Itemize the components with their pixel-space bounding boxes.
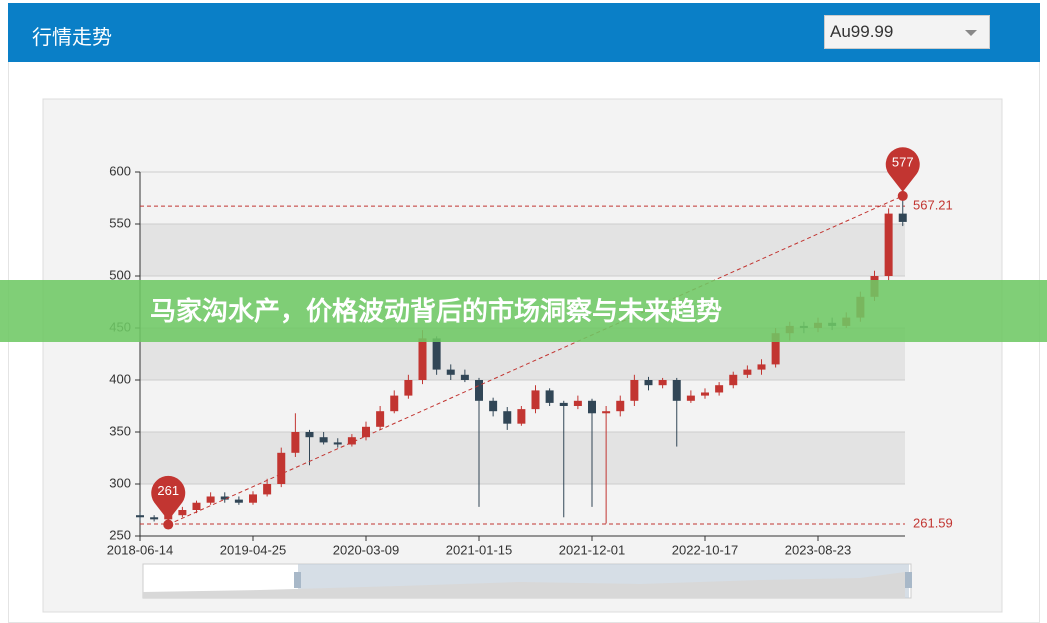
mark-line-label: 567.21 [913, 198, 953, 213]
x-tick-label: 2021-12-01 [559, 542, 626, 557]
candle-body [545, 390, 554, 403]
candle-body [757, 364, 766, 370]
zoom-preview [143, 572, 905, 598]
candle-body [390, 395, 399, 412]
candle-body [602, 411, 611, 414]
candle-body [291, 432, 300, 453]
candle-body [263, 484, 272, 495]
mark-point-label: 261 [157, 483, 179, 498]
mark-point-dot [163, 519, 174, 530]
candle-body [630, 380, 639, 401]
candle-body [136, 515, 144, 518]
candle-body [362, 426, 370, 438]
candle-body [333, 442, 342, 445]
candle-body [178, 510, 187, 516]
candle-body [150, 517, 159, 520]
candle-body [588, 400, 596, 414]
x-tick-label: 2023-08-23 [785, 542, 852, 557]
candle-body [206, 496, 215, 503]
candle-body [220, 496, 229, 500]
candle-body [432, 338, 441, 370]
dropdown[interactable]: Au99.99 [824, 15, 990, 49]
mark-point-label: 577 [892, 154, 914, 169]
candle-body [644, 380, 653, 386]
candle-body [446, 369, 455, 375]
x-tick-label: 2020-03-09 [333, 542, 400, 557]
candle-body [573, 400, 582, 406]
candle-body [376, 411, 385, 427]
mark-point-pin [151, 475, 186, 521]
x-tick-label: 2021-01-15 [446, 542, 513, 557]
candle-body [517, 409, 526, 424]
candle-body [418, 338, 427, 380]
candle-body [559, 402, 568, 406]
y-tick-label: 350 [109, 423, 131, 438]
candle-body [672, 380, 681, 401]
candle-body [616, 400, 625, 412]
candle-body [701, 392, 709, 396]
candle-body [743, 369, 752, 375]
y-tick-label: 300 [109, 475, 131, 490]
zoom-handle[interactable] [905, 572, 912, 588]
candle-body [531, 390, 540, 410]
candle-body [347, 437, 356, 445]
y-tick-label: 400 [109, 371, 131, 386]
candle-body [715, 385, 724, 393]
candle-body [249, 494, 257, 503]
mark-point-pin [885, 147, 920, 192]
x-tick-label: 2019-04-25 [220, 542, 287, 557]
candle-body [234, 499, 243, 503]
x-tick-label: 2018-06-14 [107, 542, 174, 557]
candle-body [305, 432, 314, 438]
candle-body [277, 452, 286, 484]
mark-line-label: 261.59 [913, 515, 953, 530]
grid-band [140, 224, 905, 276]
mark-point-dot [897, 190, 908, 201]
zoom-handle[interactable] [294, 572, 301, 588]
banner: 马家沟水产，价格波动背后的市场洞察与未来趋势 [0, 280, 1047, 342]
candle-body [460, 374, 469, 380]
x-tick-label: 2022-10-17 [672, 542, 739, 557]
candle-body [884, 213, 893, 276]
candle-body [686, 395, 695, 401]
y-tick-label: 250 [109, 527, 131, 542]
candle-body [319, 437, 328, 443]
candle-body [404, 380, 413, 396]
header: 行情走势 Au99.99 [8, 3, 1040, 62]
grid-band [140, 432, 905, 484]
candle-body [503, 411, 512, 424]
candle-body [771, 333, 780, 365]
trend-line [168, 195, 903, 526]
header-title: 行情走势 [32, 27, 112, 49]
candle-body [658, 380, 667, 386]
candle-body [729, 374, 738, 386]
y-tick-label: 550 [109, 215, 131, 230]
candle-body [192, 502, 201, 510]
y-tick-label: 500 [109, 267, 131, 282]
candle-body [898, 213, 907, 222]
candle-body [489, 400, 498, 412]
y-tick-label: 600 [109, 163, 131, 178]
candle-body [475, 380, 483, 401]
